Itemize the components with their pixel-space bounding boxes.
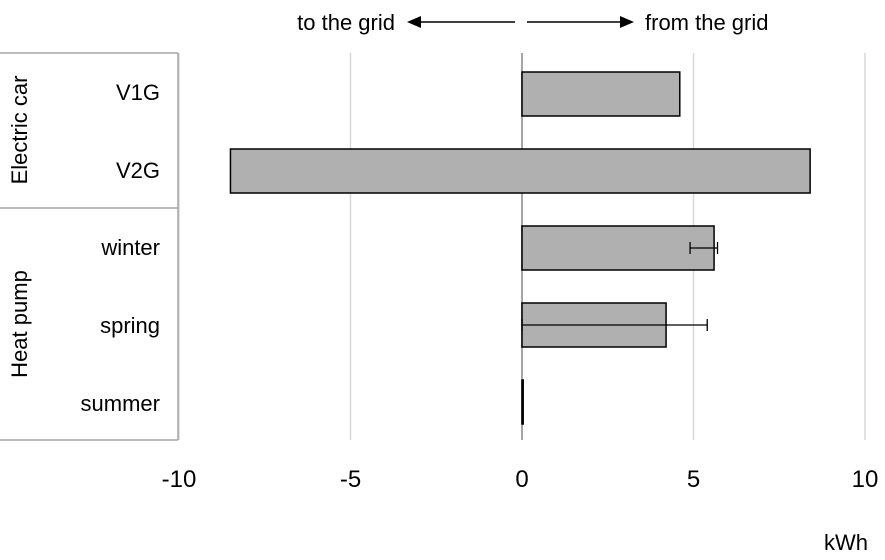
bar-v2g (229, 148, 811, 194)
x-tick-label: -10 (162, 466, 197, 493)
x-tick-label: -5 (340, 466, 361, 493)
group-label-electric-car: Electric car (7, 76, 32, 185)
direction-label-to-grid: to the grid (297, 10, 395, 35)
category-label-v1g: V1G (116, 80, 160, 105)
bar-winter (521, 225, 715, 271)
tick-layer: -10 -5 0 5 10 (162, 466, 879, 493)
direction-arrow-left-head (407, 16, 421, 28)
error-bar-spring (521, 319, 708, 331)
bar-v1g (521, 71, 681, 117)
category-label-winter: winter (100, 235, 160, 260)
x-tick-label: 10 (852, 466, 879, 493)
x-axis-unit-label: kWh (824, 530, 868, 555)
group-label-heat-pump: Heat pump (7, 270, 32, 378)
category-label-spring: spring (100, 313, 160, 338)
bar-layer (229, 71, 811, 425)
category-label-v2g: V2G (116, 158, 160, 183)
direction-label-from-grid: from the grid (645, 10, 769, 35)
x-tick-label: 0 (515, 466, 528, 493)
axis-layer: Electric car Heat pump V1G V2G winter sp… (0, 10, 868, 555)
bar-summer (521, 379, 524, 425)
category-label-summer: summer (81, 391, 160, 416)
error-bar-winter (689, 242, 719, 254)
x-tick-label: 5 (687, 466, 700, 493)
direction-arrow-right-head (620, 16, 634, 28)
